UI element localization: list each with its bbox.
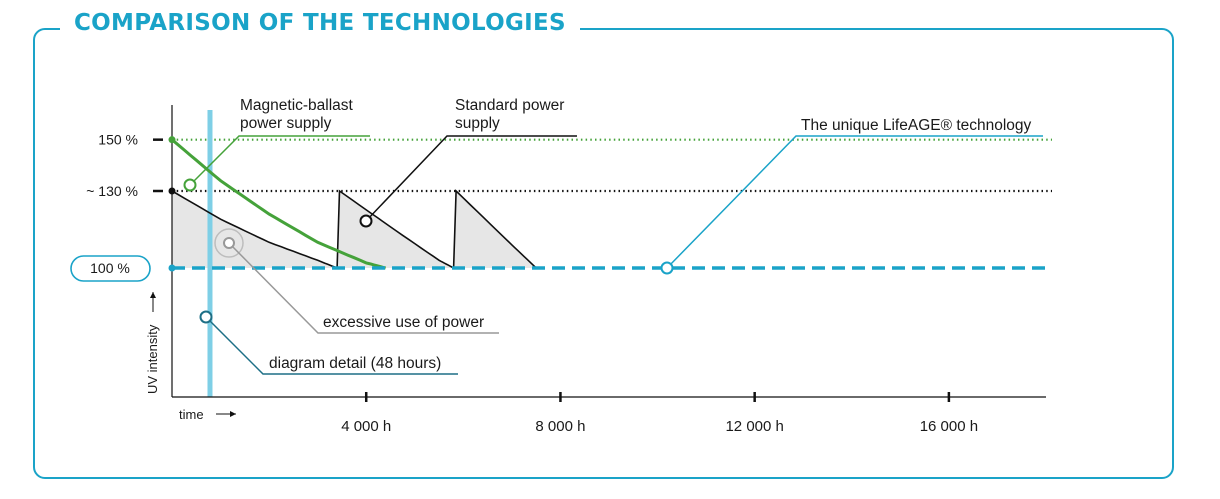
leader-lifeage xyxy=(666,135,1043,269)
x-tick-label-4000: 4 000 h xyxy=(341,418,391,435)
x-axis-arrow-head xyxy=(230,411,236,417)
label-detail-line-1: diagram detail (48 hours) xyxy=(269,355,441,372)
marker-standard xyxy=(359,214,373,228)
page-title: COMPARISON OF THE TECHNOLOGIES xyxy=(60,10,580,36)
label-standard-line-1: Standard power xyxy=(455,97,564,114)
excess-power-area xyxy=(172,191,537,268)
x-tick-label-16000: 16 000 h xyxy=(920,418,978,435)
x-axis-label: time xyxy=(179,407,204,422)
marker-magnetic xyxy=(183,178,197,192)
marker-excessive xyxy=(223,237,235,249)
highlight-excessive xyxy=(214,228,244,258)
leader-excessive xyxy=(228,242,499,334)
x-tick-label-8000: 8 000 h xyxy=(535,418,585,435)
y-axis-arrow-head xyxy=(150,292,156,298)
y-tick-label-150: 150 % xyxy=(98,132,138,148)
leader-standard xyxy=(365,135,577,222)
start-point-standard xyxy=(168,187,176,195)
leader-detail xyxy=(205,316,458,375)
y-tick-badge-100 xyxy=(70,255,151,282)
label-magnetic-line-2: power supply xyxy=(240,115,332,132)
y-axis-label: UV intensity xyxy=(145,324,160,394)
label-lifeage-line-1: The unique LifeAGE® technology xyxy=(801,117,1032,134)
marker-lifeage xyxy=(660,261,674,275)
series-magnetic-ballast xyxy=(171,138,386,270)
label-standard-line-2: supply xyxy=(455,115,500,132)
marker-detail xyxy=(199,310,213,324)
label-excessive-line-1: excessive use of power xyxy=(323,314,484,331)
y-tick-label-130: ~ 130 % xyxy=(86,183,138,199)
y-tick-label-100: 100 % xyxy=(90,260,130,276)
start-point-magnetic xyxy=(168,136,176,144)
start-point-lifeage xyxy=(168,264,176,272)
chart-frame xyxy=(33,28,1174,479)
series-standard-power-supply xyxy=(171,189,537,270)
label-magnetic-line-1: Magnetic-ballast xyxy=(240,97,354,114)
x-tick-label-12000: 12 000 h xyxy=(725,418,783,435)
leader-magnetic xyxy=(189,135,370,186)
